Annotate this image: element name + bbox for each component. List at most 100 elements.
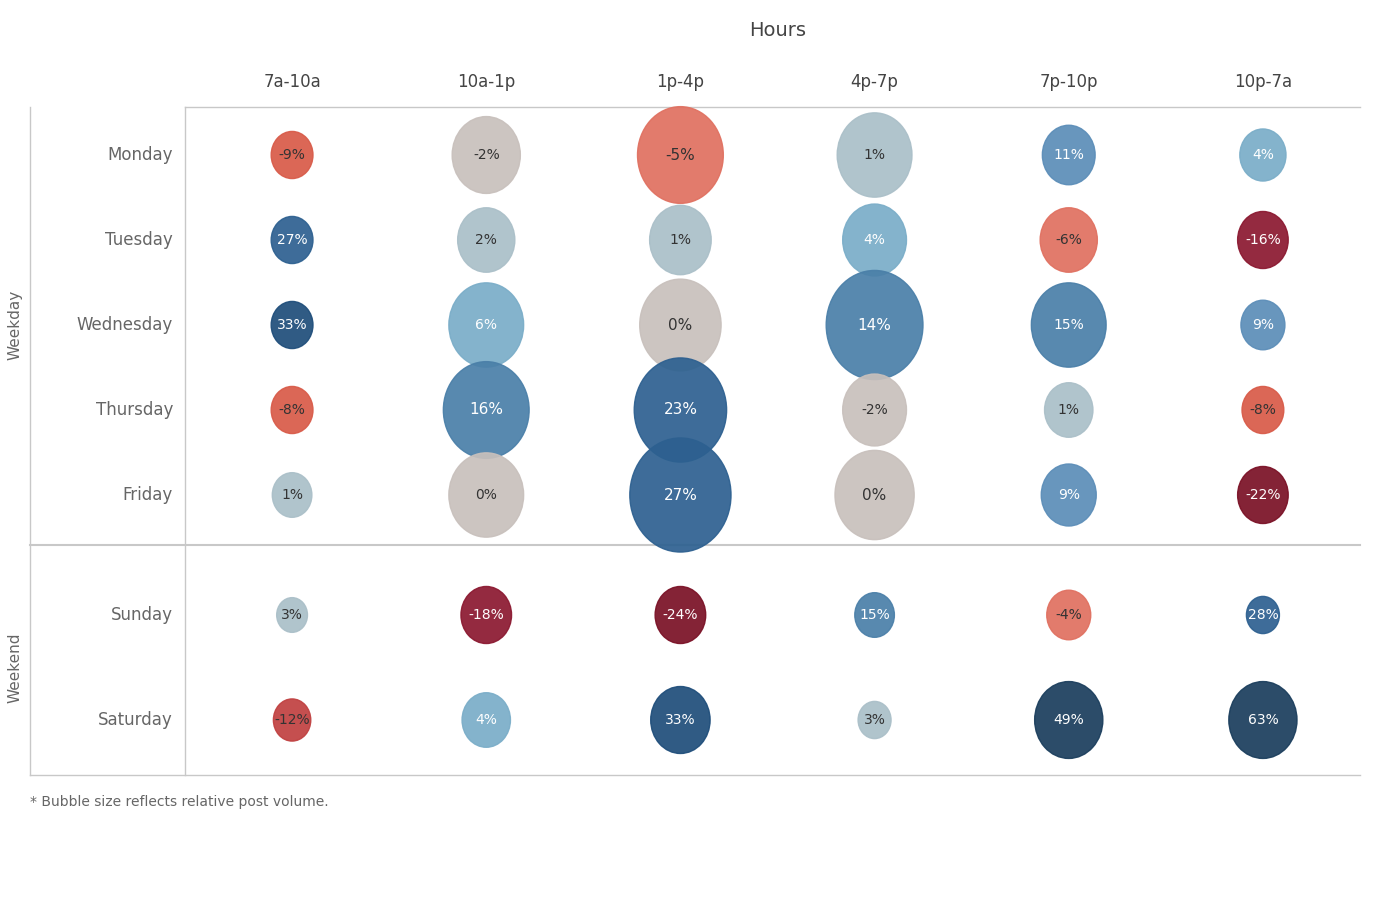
- Text: 7a-10a: 7a-10a: [263, 73, 321, 91]
- Text: 27%: 27%: [664, 488, 697, 502]
- Text: -5%: -5%: [665, 148, 696, 163]
- Ellipse shape: [272, 472, 312, 518]
- Text: -18%: -18%: [469, 608, 504, 622]
- Text: 3%: 3%: [281, 608, 302, 622]
- Ellipse shape: [655, 587, 706, 644]
- Text: -22%: -22%: [1245, 488, 1281, 502]
- Ellipse shape: [277, 598, 308, 633]
- Ellipse shape: [855, 593, 895, 637]
- Text: 1p-4p: 1p-4p: [657, 73, 704, 91]
- Ellipse shape: [1240, 301, 1285, 350]
- Text: 10p-7a: 10p-7a: [1233, 73, 1292, 91]
- Ellipse shape: [630, 438, 731, 552]
- Text: -9%: -9%: [279, 148, 305, 162]
- Text: 27%: 27%: [277, 233, 308, 247]
- Ellipse shape: [834, 450, 914, 540]
- Text: -16%: -16%: [1245, 233, 1281, 247]
- Text: 33%: 33%: [277, 318, 308, 332]
- Ellipse shape: [461, 587, 511, 644]
- Text: -8%: -8%: [279, 403, 305, 417]
- Ellipse shape: [1242, 386, 1284, 434]
- Ellipse shape: [651, 687, 710, 753]
- Text: 9%: 9%: [1058, 488, 1079, 502]
- Text: -2%: -2%: [473, 148, 500, 162]
- Ellipse shape: [837, 112, 911, 197]
- Text: Monday: Monday: [108, 146, 174, 164]
- Text: 33%: 33%: [665, 713, 696, 727]
- Text: 23%: 23%: [664, 402, 697, 418]
- Text: 28%: 28%: [1247, 608, 1278, 622]
- Ellipse shape: [1047, 590, 1091, 640]
- Text: 7p-10p: 7p-10p: [1039, 73, 1098, 91]
- Ellipse shape: [272, 386, 314, 434]
- Ellipse shape: [1240, 129, 1287, 181]
- Text: -4%: -4%: [1056, 608, 1082, 622]
- Text: 14%: 14%: [858, 318, 892, 332]
- Text: Saturday: Saturday: [98, 711, 174, 729]
- Ellipse shape: [634, 358, 727, 462]
- Text: 11%: 11%: [1053, 148, 1084, 162]
- Text: 49%: 49%: [1053, 713, 1084, 727]
- Ellipse shape: [1246, 597, 1280, 634]
- Ellipse shape: [826, 270, 923, 380]
- Text: 0%: 0%: [476, 488, 497, 502]
- Text: 9%: 9%: [1252, 318, 1274, 332]
- Ellipse shape: [637, 106, 724, 203]
- Ellipse shape: [272, 131, 314, 178]
- Text: 63%: 63%: [1247, 713, 1278, 727]
- Text: Sunday: Sunday: [111, 606, 174, 624]
- Ellipse shape: [273, 699, 311, 741]
- Text: Weekday: Weekday: [7, 290, 22, 360]
- Text: 1%: 1%: [669, 233, 692, 247]
- Text: -24%: -24%: [662, 608, 699, 622]
- Ellipse shape: [640, 279, 721, 371]
- Text: 1%: 1%: [281, 488, 302, 502]
- Ellipse shape: [1043, 125, 1095, 184]
- Text: -2%: -2%: [861, 403, 888, 417]
- Text: Friday: Friday: [123, 486, 174, 504]
- Ellipse shape: [1040, 208, 1098, 272]
- Text: 0%: 0%: [668, 318, 693, 332]
- Text: Thursday: Thursday: [95, 401, 174, 419]
- Ellipse shape: [272, 302, 314, 348]
- Ellipse shape: [843, 204, 906, 276]
- Text: 1%: 1%: [864, 148, 886, 162]
- Ellipse shape: [1035, 681, 1103, 759]
- Text: 10a-1p: 10a-1p: [458, 73, 515, 91]
- Ellipse shape: [650, 205, 711, 274]
- Ellipse shape: [1238, 466, 1288, 524]
- Ellipse shape: [1044, 382, 1093, 437]
- Ellipse shape: [449, 453, 524, 537]
- Text: 16%: 16%: [469, 402, 503, 418]
- Ellipse shape: [843, 374, 906, 446]
- Ellipse shape: [1042, 464, 1096, 526]
- Text: 1%: 1%: [1058, 403, 1079, 417]
- Text: * Bubble size reflects relative post volume.: * Bubble size reflects relative post vol…: [29, 795, 329, 809]
- Ellipse shape: [444, 362, 529, 458]
- Text: Hours: Hours: [749, 21, 806, 40]
- Ellipse shape: [1238, 212, 1288, 268]
- Text: 4%: 4%: [1252, 148, 1274, 162]
- Ellipse shape: [272, 216, 314, 264]
- Ellipse shape: [1032, 283, 1106, 367]
- Ellipse shape: [462, 693, 511, 747]
- Text: 15%: 15%: [1053, 318, 1084, 332]
- Text: Weekend: Weekend: [7, 632, 22, 703]
- Text: 0%: 0%: [862, 488, 886, 502]
- Text: Tuesday: Tuesday: [105, 231, 174, 249]
- Text: 4%: 4%: [864, 233, 886, 247]
- Text: 2%: 2%: [476, 233, 497, 247]
- Ellipse shape: [458, 208, 515, 272]
- Text: 15%: 15%: [860, 608, 890, 622]
- Text: -6%: -6%: [1056, 233, 1082, 247]
- Ellipse shape: [452, 117, 521, 194]
- Text: 4p-7p: 4p-7p: [851, 73, 899, 91]
- Ellipse shape: [449, 283, 524, 367]
- Text: Wednesday: Wednesday: [77, 316, 174, 334]
- Text: 3%: 3%: [864, 713, 886, 727]
- Text: -12%: -12%: [274, 713, 309, 727]
- Text: 6%: 6%: [475, 318, 497, 332]
- Text: -8%: -8%: [1249, 403, 1277, 417]
- Text: 4%: 4%: [476, 713, 497, 727]
- Ellipse shape: [1229, 681, 1296, 759]
